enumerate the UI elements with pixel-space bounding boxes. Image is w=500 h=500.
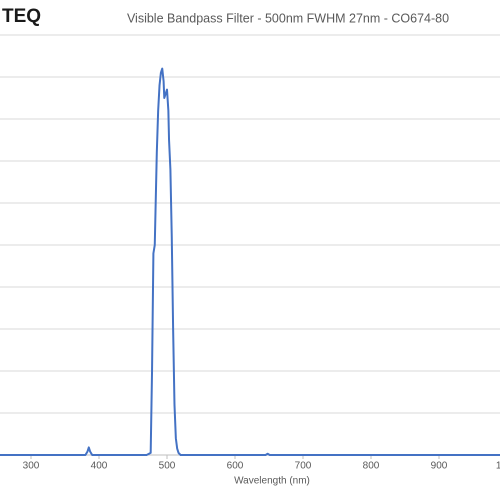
logo: TEQ [2,6,41,27]
x-tick-label: 800 [363,461,380,472]
data-line [0,67,500,456]
x-tick-label: 300 [23,461,40,472]
x-tick-label: 600 [227,461,244,472]
x-tick-label: 900 [431,461,448,472]
x-tick-label: 400 [91,461,108,472]
chart-title: Visible Bandpass Filter - 500nm FWHM 27n… [127,11,449,25]
x-tick-label: 500 [159,461,176,472]
x-axis-label: Wavelength (nm) [234,476,310,487]
x-tick-label: 1000 [496,461,500,472]
x-tick-label: 700 [295,461,312,472]
